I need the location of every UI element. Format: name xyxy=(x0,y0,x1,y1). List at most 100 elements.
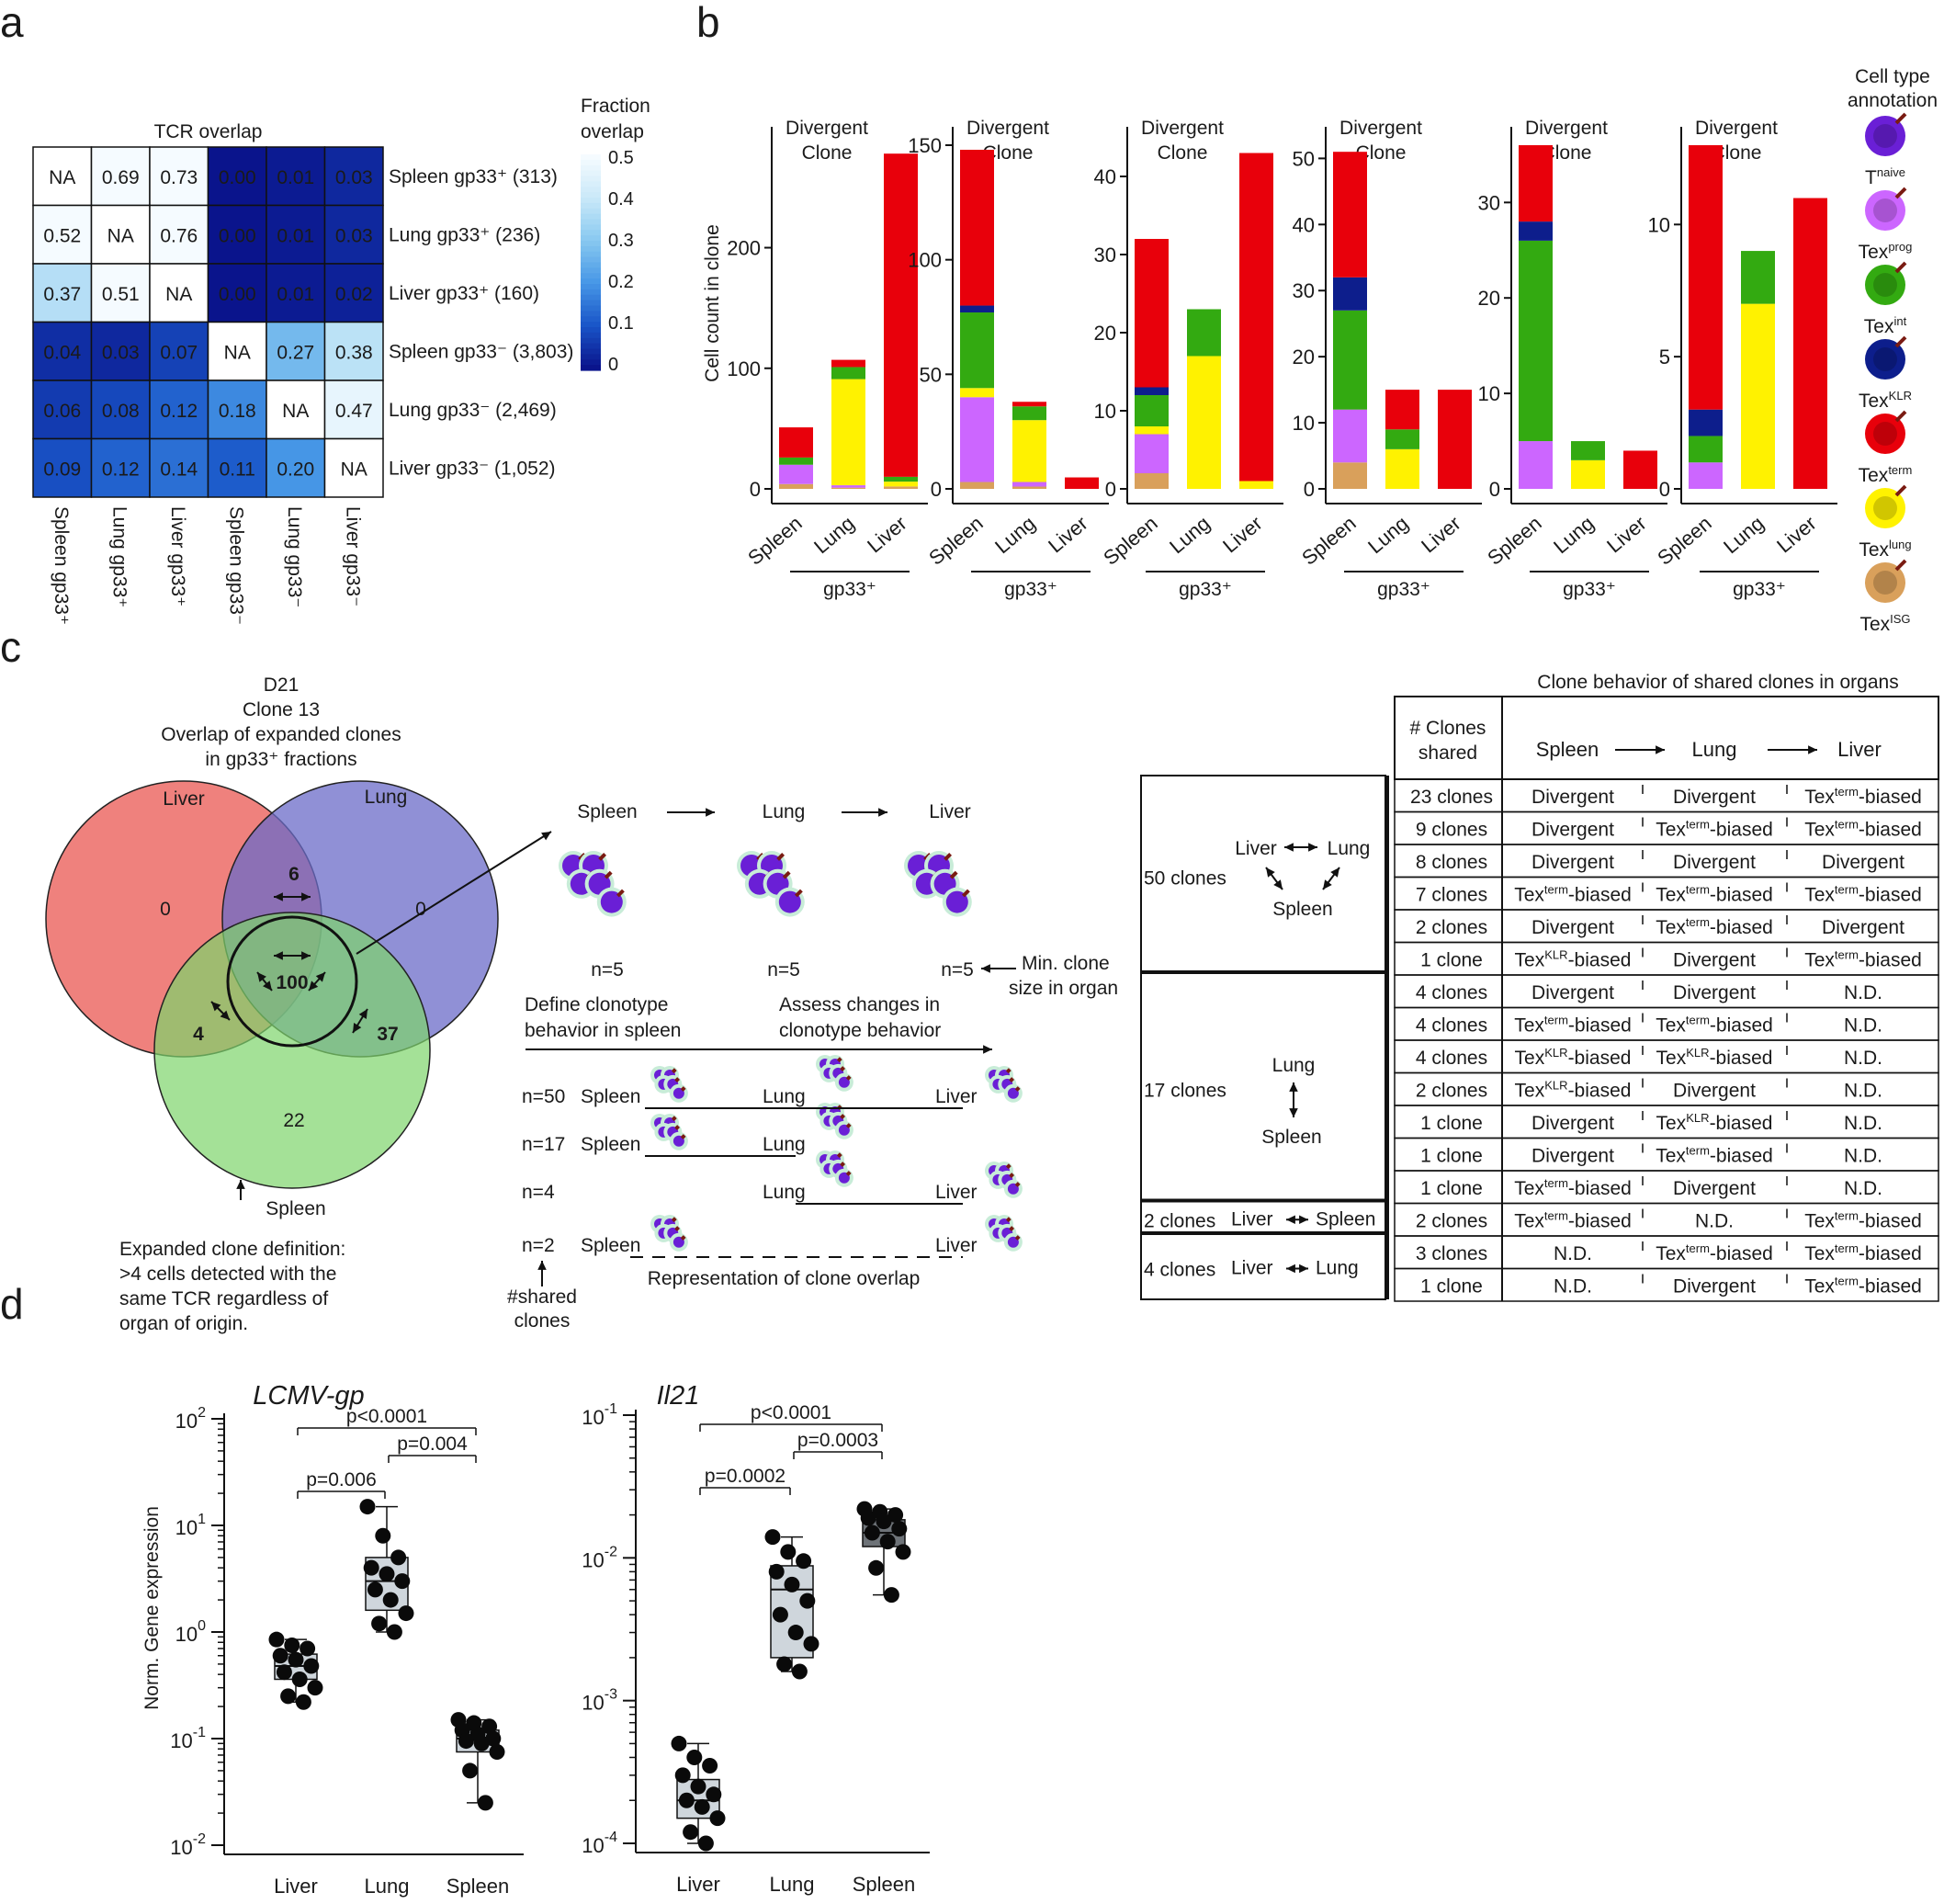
overlap-cluster-right-cell-3-receptor xyxy=(1009,1077,1015,1083)
table-cell-behavior: Texterm-biased xyxy=(1514,1014,1632,1037)
heatmap-cell-value: 0.03 xyxy=(102,342,140,363)
bar-y-tick-label: 30 xyxy=(1478,191,1500,214)
table-header-arrow-1-head xyxy=(1656,745,1665,754)
clone-title: Divergent xyxy=(966,118,1049,139)
legend-swatch-receptor xyxy=(1894,261,1907,274)
colorbar-tick-label: 0.5 xyxy=(608,148,634,168)
group-label: gp33⁺ xyxy=(1004,579,1057,600)
bar-segment-term xyxy=(1065,477,1099,489)
table-cell-behavior: Texterm-biased xyxy=(1804,1209,1922,1232)
bar-segment-isg xyxy=(960,482,994,489)
overlap-row-right: Liver xyxy=(935,1235,978,1256)
heatmap-cell-value: 0.06 xyxy=(43,401,81,422)
overlap-row-n: n=17 xyxy=(522,1134,565,1155)
expanded-definition: >4 cells detected with the xyxy=(119,1264,336,1285)
colorbar-tick-label: 0.2 xyxy=(608,272,634,292)
il21-point xyxy=(891,1521,908,1537)
overlap-cluster-mid-cell-1-receptor xyxy=(836,1057,842,1063)
table-cell-behavior-base: Tex xyxy=(1656,1243,1686,1264)
overlap-cluster-mid-cell-4-body xyxy=(838,1172,850,1184)
il21-point xyxy=(883,1587,899,1604)
clone-plot-0: 0 100 200 Divergent Clone Spleen Lung Liver gp33… xyxy=(727,118,928,600)
table-cell-behavior: Texterm-biased xyxy=(1804,1241,1922,1264)
table-cell-behavior-base: Tex xyxy=(1514,1015,1544,1037)
il21-p-value: p=0.0003 xyxy=(797,1430,878,1451)
table-cell-behavior-suffix: -biased xyxy=(1568,1178,1632,1199)
table-cell-behavior: Divergent xyxy=(1531,787,1614,808)
venn-set-label: Liver xyxy=(163,788,205,810)
table-cell-behavior: Divergent xyxy=(1673,982,1756,1003)
table-cell-behavior: N.D. xyxy=(1695,1211,1734,1232)
legend-swatch-isg xyxy=(1865,562,1905,603)
table-cell-behavior: Divergent xyxy=(1673,1276,1756,1298)
bar-segment-lung xyxy=(1187,356,1221,489)
table-cell-behavior-sup: term xyxy=(1686,1241,1710,1255)
group-label: 50 clones xyxy=(1144,868,1226,890)
table-cell-clones: 7 clones xyxy=(1416,885,1487,906)
heatmap-cell xyxy=(266,321,326,381)
legend-label-isg: TexISG xyxy=(1859,612,1910,635)
colorbar-step xyxy=(581,278,601,285)
group-diagram-arrow-h-head xyxy=(1299,1215,1308,1225)
bar-segment-term xyxy=(960,149,994,306)
legend-label-naive: Tnaive xyxy=(1865,165,1905,188)
group-label: gp33⁺ xyxy=(1377,579,1430,600)
bar-y-tick-label: 0 xyxy=(931,478,942,501)
clone-title: Divergent xyxy=(1141,118,1224,139)
colorbar-step xyxy=(581,316,601,323)
heatmap-cell-value: NA xyxy=(282,401,309,422)
table-cell-behavior: Texterm-biased xyxy=(1656,818,1773,841)
overlap-row-left: Spleen xyxy=(581,1086,640,1107)
schematic-cluster-spleen-cell-4-receptor xyxy=(616,889,625,898)
table-cell-behavior-sup: term xyxy=(1835,785,1859,799)
overlap-cluster-left-cell-3-receptor xyxy=(674,1125,681,1131)
table-cell-behavior: Divergent xyxy=(1673,852,1756,873)
table-cell-behavior-suffix: -biased xyxy=(1568,1081,1632,1102)
legend-swatch-core xyxy=(1873,273,1897,297)
bar-segment-int xyxy=(1689,436,1723,463)
heatmap-cell-value: 0.01 xyxy=(277,225,314,246)
venn-arrow-liver-spleen-head xyxy=(220,1010,230,1020)
il21-point xyxy=(791,1663,808,1680)
colorbar-step xyxy=(581,311,601,317)
lcmv-point xyxy=(394,1573,411,1590)
table-cell-behavior-sup: term xyxy=(1835,883,1859,897)
colorbar-step xyxy=(581,154,601,161)
lcmv-tick-label: 100 xyxy=(175,1618,206,1646)
bar-segment-prog xyxy=(1519,441,1553,489)
bar-segment-term xyxy=(1519,145,1553,222)
bar-y-tick-label: 200 xyxy=(727,237,761,260)
il21-tick-exp: -2 xyxy=(605,1544,617,1559)
venn-arrow-liver-spleen-tail xyxy=(211,1002,221,1012)
group-diagram-arrow-h-head xyxy=(1299,1264,1308,1274)
heatmap-row-label: Liver gp33⁻ (1,052) xyxy=(389,458,556,479)
bar-segment-int xyxy=(960,312,994,389)
heatmap-row-label: Liver gp33⁺ (160) xyxy=(389,283,539,304)
group-diagram-organ: Lung xyxy=(1272,1055,1316,1076)
heatmap-row-label: Spleen gp33⁺ (313) xyxy=(389,166,558,187)
heatmap-cell-value: 0.73 xyxy=(160,167,198,188)
schematic-organ: Lung xyxy=(763,801,806,822)
clone-title: Clone xyxy=(1542,142,1592,164)
bar-segment-lung xyxy=(960,388,994,398)
il21-tick-label: 10-3 xyxy=(582,1687,617,1715)
il21-point xyxy=(678,1792,695,1808)
group-diagram-arrow-c-tail xyxy=(1330,867,1339,878)
colorbar-step xyxy=(581,192,601,198)
table-cell-clones: 4 clones xyxy=(1416,982,1487,1003)
min-clone-label: Min. clone xyxy=(1022,953,1110,974)
il21-category-label: Spleen xyxy=(853,1873,916,1896)
overlap-cluster-mid-cell-4-receptor xyxy=(845,1123,852,1128)
table-cell-behavior-base: Tex xyxy=(1804,885,1835,906)
heatmap-title: TCR overlap xyxy=(154,121,263,142)
table-cell-behavior-base: Tex xyxy=(1804,820,1835,841)
table-cell-behavior-suffix: -biased xyxy=(1710,1048,1773,1069)
heatmap-cell xyxy=(90,263,151,323)
heatmap-cell xyxy=(323,204,384,265)
panel-c-table: Clone behavior of shared clones in organ… xyxy=(1140,672,1939,1302)
table-cell-behavior-suffix: -biased xyxy=(1859,950,1922,971)
il21-tick-exp: -4 xyxy=(605,1830,617,1845)
legend-label-lung: Texlung xyxy=(1859,538,1911,561)
il21-point xyxy=(772,1606,788,1623)
heatmap-row-label: Lung gp33⁺ (236) xyxy=(389,224,540,245)
